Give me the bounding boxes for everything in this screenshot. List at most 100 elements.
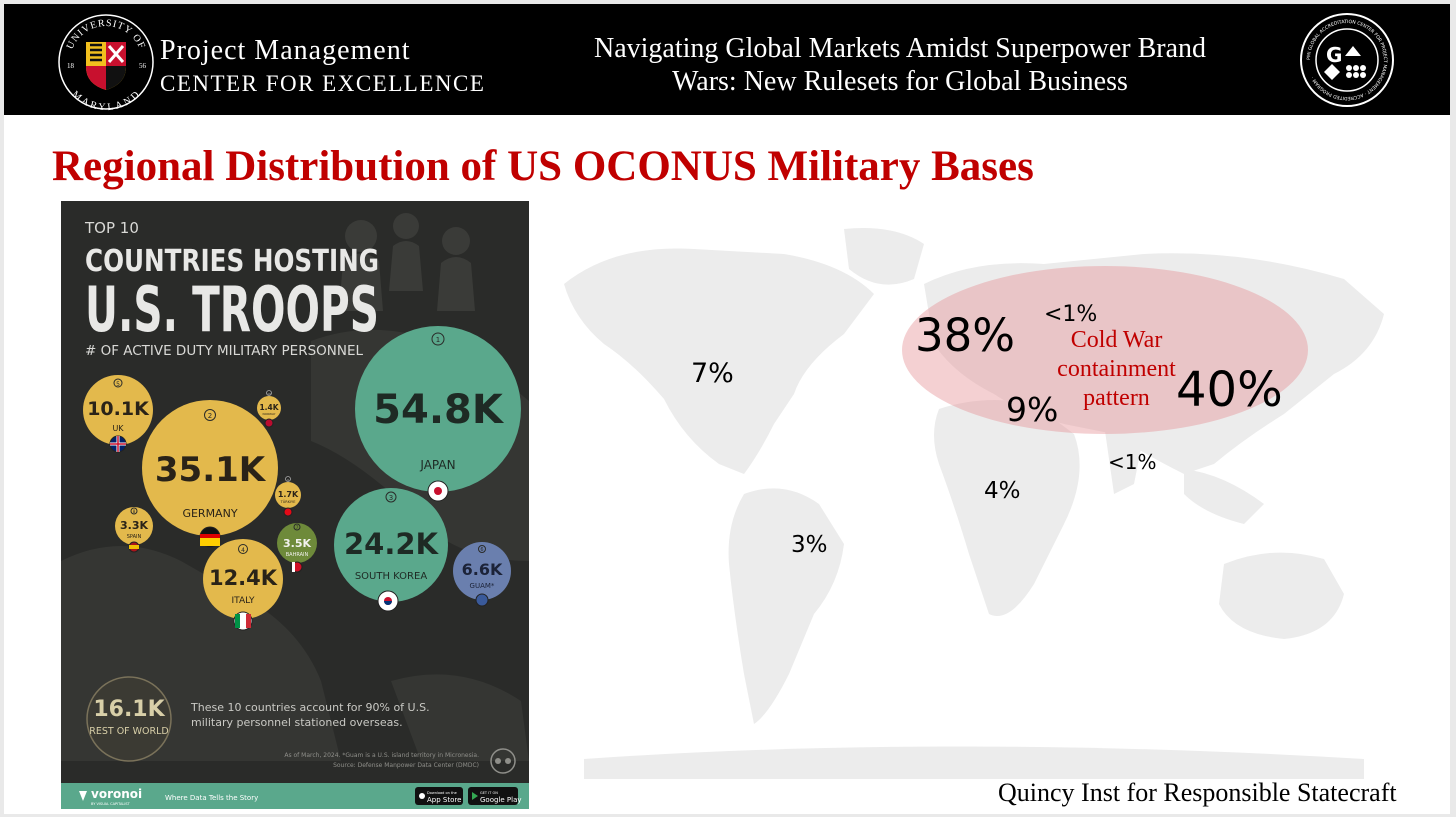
map-australia xyxy=(1219,552,1344,639)
bubble-japan-country: JAPAN xyxy=(419,458,455,472)
bubble-bahrain-value: 3.5K xyxy=(283,537,311,550)
bubble-japan-value: 54.8K xyxy=(373,387,505,433)
label-middle-east: 9% xyxy=(1006,390,1059,429)
bubble-turkiye-value: 1.7K xyxy=(278,490,299,499)
infographic-canvas: TOP 10 COUNTRIES HOSTING U.S. TROOPS # O… xyxy=(61,201,529,809)
bubble-norway-rank: 10 xyxy=(267,392,271,396)
bubble-spain-country: SPAIN xyxy=(127,534,142,540)
map-india xyxy=(1104,424,1144,494)
footnote-source: Source: Defense Manpower Data Center (DM… xyxy=(333,762,479,769)
presentation-title: Navigating Global Markets Amidst Superpo… xyxy=(593,33,1206,97)
rest-of-world-bubble: 16.1K REST OF WORLD xyxy=(86,676,172,762)
annotation-line3: pattern xyxy=(1083,385,1150,411)
play-icon xyxy=(472,792,478,800)
bubble-south-korea: 3 24.2K SOUTH KOREA xyxy=(334,488,448,612)
bubble-guam-country: GUAM* xyxy=(470,582,495,590)
bubble-germany-country: GERMANY xyxy=(182,507,237,520)
label-russia: <1% xyxy=(1044,302,1098,327)
bubble-japan-rank: 1 xyxy=(436,336,440,344)
accreditation-badge-logo: PMI GLOBAL ACCREDITATION CENTER FOR PROJ… xyxy=(1300,13,1394,107)
app-store-button[interactable]: Download on the App Store xyxy=(415,787,463,805)
seal-year-left: 18 xyxy=(67,62,75,70)
maryland-shield-icon xyxy=(86,42,126,90)
app-store-sub: Download on the xyxy=(427,791,457,795)
bubble-germany: 2 35.1K GERMANY xyxy=(142,400,278,548)
label-south-america: 3% xyxy=(791,532,828,558)
bubble-italy: 4 12.4K ITALY xyxy=(203,539,283,631)
bubble-turkiye-country: TÜRKIYE xyxy=(280,499,296,504)
apple-icon xyxy=(419,793,425,799)
source-credit: Quincy Inst for Responsible Statecraft xyxy=(998,778,1397,807)
infographic-title-line1: COUNTRIES HOSTING xyxy=(85,244,379,279)
world-map xyxy=(564,228,1384,779)
voronoi-logo-icon xyxy=(79,791,87,801)
google-play-sub: GET IT ON xyxy=(480,791,498,795)
map-north-america xyxy=(564,248,874,474)
bubble-bahrain: 7 3.5K BAHRAIN xyxy=(277,523,317,573)
turkiye-flag-icon xyxy=(283,507,293,517)
pmi-mark-icon: G xyxy=(1324,43,1366,80)
bubble-uk-country: UK xyxy=(112,424,124,433)
south-korea-flag-icon xyxy=(377,590,399,612)
rest-of-world-value: 16.1K xyxy=(93,697,165,722)
bubble-italy-country: ITALY xyxy=(232,596,255,606)
infographic-kicker: TOP 10 xyxy=(84,219,139,237)
google-play-button[interactable]: GET IT ON Google Play xyxy=(468,787,522,805)
bubble-norway-value: 1.4K xyxy=(259,403,279,412)
bubble-guam-value: 6.6K xyxy=(462,560,503,579)
map-greenland xyxy=(844,228,924,285)
bubble-spain-value: 3.3K xyxy=(120,519,148,532)
japan-flag-icon xyxy=(427,480,449,502)
bubble-uk-value: 10.1K xyxy=(87,398,150,420)
bubble-spain-rank: 8 xyxy=(133,509,136,514)
bubble-korea-rank: 3 xyxy=(389,494,393,502)
footnote-date: As of March, 2024. *Guam is a U.S. islan… xyxy=(284,752,479,759)
org-name-line2: CENTER FOR EXCELLENCE xyxy=(160,71,486,96)
cold-war-annotation: Cold War containment pattern xyxy=(1044,326,1189,413)
label-north-america: 7% xyxy=(691,358,734,389)
cold-war-highlight-oval xyxy=(902,266,1308,434)
slide-title: Regional Distribution of US OCONUS Milit… xyxy=(52,143,1034,190)
norway-flag-icon xyxy=(264,418,274,428)
bubble-norway: 10 1.4K NORWAY xyxy=(257,390,281,428)
germany-flag-icon xyxy=(199,526,221,548)
map-south-america xyxy=(728,488,844,724)
bubble-guam: 6 6.6K GUAM* xyxy=(453,542,511,607)
map-eurasia xyxy=(924,253,1384,474)
rest-of-world-label: REST OF WORLD xyxy=(89,726,169,737)
infographic-subtitle: # OF ACTIVE DUTY MILITARY PERSONNEL xyxy=(85,344,364,359)
summary-note-line1: These 10 countries account for 90% of U.… xyxy=(190,701,430,714)
org-name-line1: Project Management xyxy=(160,35,411,66)
bubble-germany-value: 35.1K xyxy=(155,450,267,490)
slide: UNIVERSITY OF MARYLAND 18 56 Project Man… xyxy=(4,4,1450,814)
bubble-uk-rank: 5 xyxy=(116,381,120,388)
spain-flag-icon xyxy=(128,541,140,553)
annotation-line2: containment xyxy=(1057,356,1176,382)
svg-text:G: G xyxy=(1326,43,1342,67)
label-africa: 4% xyxy=(984,478,1021,504)
app-store-label: App Store xyxy=(427,796,461,804)
soldier-silhouettes xyxy=(339,213,475,311)
bubble-turkiye: 9 1.7K TÜRKIYE xyxy=(275,476,301,517)
bubble-turkiye-rank: 9 xyxy=(287,478,289,482)
voronoi-brand-sub: BY VISUAL CAPITALIST xyxy=(91,802,131,806)
bubble-korea-country: SOUTH KOREA xyxy=(355,571,427,582)
map-africa xyxy=(934,400,1080,616)
voronoi-tagline: Where Data Tells the Story xyxy=(165,794,258,802)
visual-capitalist-mark-icon xyxy=(490,748,516,774)
troops-infographic: TOP 10 COUNTRIES HOSTING U.S. TROOPS # O… xyxy=(61,201,529,809)
university-seal-logo: UNIVERSITY OF MARYLAND 18 56 xyxy=(58,14,154,112)
map-antarctica xyxy=(584,746,1364,779)
bahrain-flag-icon xyxy=(291,561,303,573)
bubble-norway-country: NORWAY xyxy=(262,412,275,416)
bubble-bahrain-country: BAHRAIN xyxy=(286,552,309,558)
summary-note-line2: military personnel stationed overseas. xyxy=(191,716,403,729)
bubble-korea-value: 24.2K xyxy=(344,527,440,561)
bubble-japan: 1 54.8K JAPAN xyxy=(355,326,521,502)
bubble-spain: 8 3.3K SPAIN xyxy=(115,507,153,553)
italy-flag-icon xyxy=(233,611,253,631)
google-play-label: Google Play xyxy=(480,796,522,804)
label-south-asia: <1% xyxy=(1108,450,1157,474)
header-bar: UNIVERSITY OF MARYLAND 18 56 Project Man… xyxy=(4,4,1450,115)
annotation-line1: Cold War xyxy=(1070,327,1163,353)
